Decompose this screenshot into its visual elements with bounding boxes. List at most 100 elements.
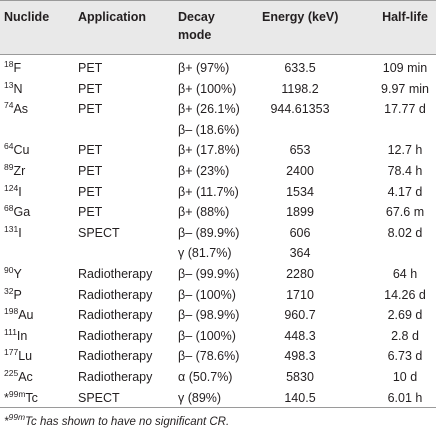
header-cell: Application (78, 10, 147, 24)
decay-mode: β+ (11.7%) (178, 184, 239, 199)
element-symbol: Zr (13, 164, 26, 178)
nuclide: 225Ac (4, 369, 33, 385)
element-symbol: N (13, 81, 23, 96)
element-symbol: P (13, 287, 22, 302)
top-rule (0, 0, 436, 1)
energy: 1534 (286, 184, 314, 199)
decay-mode: γ (89%) (178, 390, 222, 405)
footnote-symbol: Tc (25, 416, 37, 428)
mass-number: 90 (4, 265, 14, 275)
nuclide: 111In (4, 328, 27, 344)
decay-mode: β+ (100%) (178, 81, 237, 96)
half-life: 78.4 h (387, 164, 423, 178)
energy: 606 (289, 225, 311, 240)
energy: 653 (289, 143, 311, 158)
mass-number: 124 (4, 182, 19, 193)
nuclide: 64Cu (4, 142, 29, 158)
half-life: 6.01 h (387, 390, 423, 405)
nuclide: 198Au (4, 307, 33, 323)
energy: 1710 (286, 287, 314, 302)
element-symbol: In (16, 328, 28, 343)
nuclide: 32P (4, 285, 22, 303)
element-symbol: Tc (25, 390, 38, 405)
half-life: 109 min (382, 61, 428, 75)
decay-mode: β+ (97%) (178, 61, 230, 75)
mass-number: 198 (4, 306, 19, 317)
footnote: *99mTc has shown to have no significant … (4, 413, 229, 428)
nuclide: 13N (4, 80, 23, 97)
decay-mode: β+ (26.1%) (178, 102, 240, 117)
decay-mode: β– (89.9%) (178, 225, 240, 240)
nuclide: 18F (4, 60, 21, 76)
half-life: 6.73 d (387, 349, 423, 364)
application: Radiotherapy (78, 287, 153, 302)
decay-mode: α (50.7%) (178, 370, 233, 384)
application: PET (78, 61, 103, 75)
energy: 960.7 (284, 308, 316, 323)
decay-mode: β– (99.9%) (178, 267, 240, 281)
energy: 1198.2 (281, 81, 319, 96)
element-symbol: I (18, 184, 22, 199)
mass-number: 99m (8, 388, 26, 399)
application: Radiotherapy (78, 308, 153, 323)
element-symbol: Lu (18, 349, 33, 364)
application: PET (78, 184, 103, 199)
application: PET (78, 164, 103, 178)
application: PET (78, 205, 103, 220)
element-symbol: Y (13, 267, 22, 281)
energy: 2280 (286, 267, 314, 281)
energy: 498.3 (284, 349, 316, 364)
energy: 944.61353 (270, 102, 330, 117)
decay-mode: γ (81.7%) (178, 246, 232, 261)
element-symbol: Ac (18, 370, 33, 384)
mass-number: 225 (4, 368, 19, 378)
half-life: 14.26 d (384, 287, 426, 302)
element-symbol: I (18, 225, 22, 240)
element-symbol: F (13, 61, 22, 75)
energy: 5830 (286, 370, 314, 384)
decay-mode: β– (100%) (178, 287, 236, 302)
bottom-rule (0, 407, 436, 408)
nuclide: *99mTc (4, 388, 38, 406)
decay-mode: β+ (23%) (178, 164, 230, 178)
half-life: 12.7 h (387, 143, 423, 158)
decay-mode: β– (78.6%) (178, 349, 240, 364)
header-background (0, 0, 436, 54)
mass-number: 131 (4, 223, 19, 234)
half-life: 64 h (392, 267, 418, 281)
element-symbol: As (13, 102, 29, 117)
decay-mode: β+ (17.8%) (178, 143, 240, 158)
half-life: 2.8 d (391, 328, 419, 343)
footnote-mass: 99m (8, 412, 26, 422)
application: SPECT (78, 390, 120, 405)
energy: 1899 (286, 205, 314, 220)
mass-number: 32 (4, 285, 14, 296)
mass-number: 74 (4, 100, 14, 111)
nuclide-prefix: * (4, 390, 9, 405)
energy: 364 (289, 246, 311, 261)
mass-number: 111 (4, 326, 17, 337)
energy: 2400 (286, 164, 314, 178)
half-life: 67.6 m (385, 205, 425, 220)
application: Radiotherapy (78, 267, 153, 281)
footnote-marker: * (4, 416, 9, 428)
energy: 448.3 (284, 328, 316, 343)
half-life: 8.02 d (387, 225, 423, 240)
energy: 140.5 (284, 390, 316, 405)
element-symbol: Cu (13, 143, 30, 158)
mass-number: 64 (4, 141, 14, 152)
element-symbol: Ga (13, 205, 31, 220)
application: PET (78, 81, 103, 96)
mass-number: 18 (4, 59, 14, 69)
header-cell: Energy (keV) (262, 10, 339, 24)
decay-mode: β– (98.9%) (178, 308, 240, 323)
half-life: 17.77 d (384, 102, 426, 117)
element-symbol: Au (18, 308, 34, 323)
nuclide: 131I (4, 225, 22, 241)
half-life: 9.97 min (381, 81, 429, 96)
header-cell: Decay (178, 10, 215, 24)
mass-number: 68 (4, 203, 14, 214)
application: Radiotherapy (78, 349, 153, 364)
header-rule (0, 54, 436, 55)
header-cell: mode (178, 28, 212, 42)
